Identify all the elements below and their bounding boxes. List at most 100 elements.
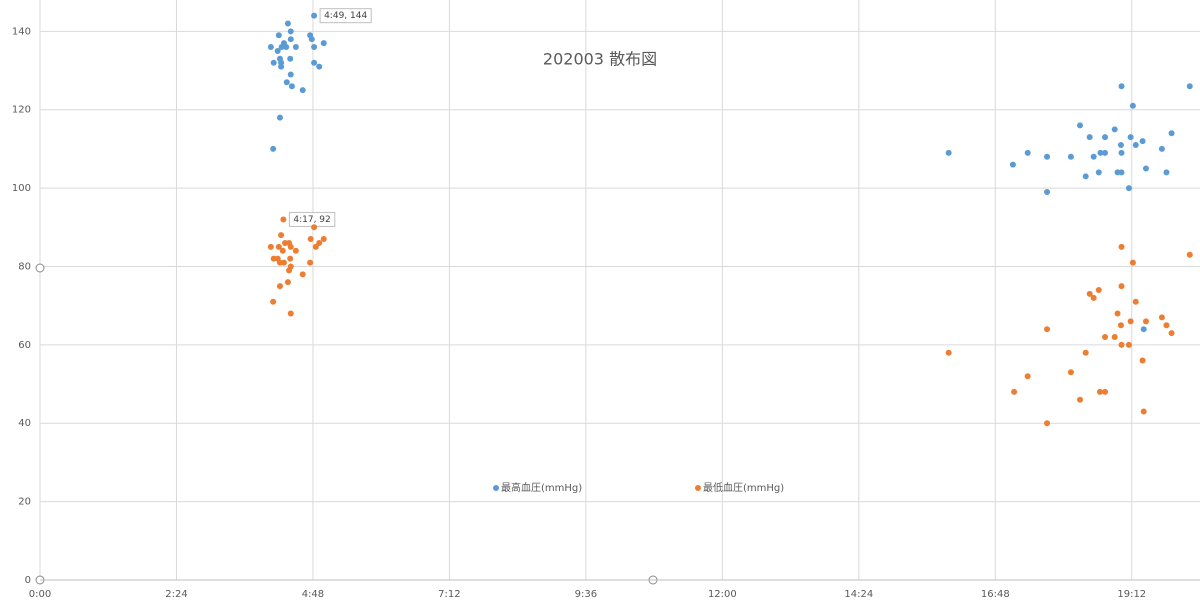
- point: [1168, 130, 1175, 137]
- point: [1140, 326, 1147, 333]
- y-tick-label: 40: [18, 418, 31, 429]
- point: [287, 243, 294, 250]
- point: [1086, 134, 1093, 141]
- x-tick-label: 9:36: [575, 589, 597, 600]
- point: [311, 224, 318, 231]
- point: [1095, 287, 1102, 293]
- point: [311, 44, 318, 51]
- point: [275, 32, 282, 39]
- point: [284, 279, 291, 286]
- point: [1118, 169, 1125, 176]
- point: [1082, 349, 1089, 356]
- point: [1142, 318, 1149, 325]
- point: [1111, 334, 1118, 341]
- point: [1186, 251, 1193, 258]
- point: [1009, 161, 1016, 168]
- point: [1111, 126, 1118, 133]
- point: [1118, 243, 1125, 250]
- point: [292, 44, 299, 51]
- point: [1090, 153, 1097, 160]
- point: [274, 47, 281, 54]
- point: [1139, 357, 1146, 364]
- data-label: 4:17, 92: [293, 215, 330, 225]
- grid: [39, 0, 1200, 581]
- point: [1024, 373, 1031, 380]
- point: [267, 44, 274, 51]
- point: [287, 36, 294, 43]
- point: [1044, 189, 1051, 196]
- point: [299, 271, 306, 278]
- point: [284, 20, 291, 27]
- point: [1044, 420, 1051, 427]
- point: [267, 243, 274, 250]
- point: [1096, 388, 1103, 395]
- point: [320, 236, 327, 243]
- point: [287, 28, 294, 35]
- y-tick-label: 100: [12, 183, 31, 194]
- point: [1140, 408, 1147, 415]
- point: [1118, 341, 1125, 348]
- point: [286, 267, 293, 274]
- point: [1097, 149, 1104, 156]
- resize-handle[interactable]: [35, 263, 45, 273]
- point: [287, 55, 294, 62]
- point: [276, 259, 283, 266]
- point: [1086, 290, 1093, 297]
- y-tick-label: 0: [25, 575, 31, 586]
- point: [1125, 341, 1132, 348]
- point: [1186, 83, 1193, 90]
- point: [945, 349, 952, 356]
- point: [1024, 149, 1031, 156]
- point: [312, 243, 319, 250]
- data-label: 4:49, 144: [324, 11, 367, 21]
- point: [320, 40, 327, 47]
- point: [1044, 153, 1051, 160]
- point: [278, 63, 285, 70]
- point: [1117, 322, 1124, 329]
- y-tick-label: 120: [12, 105, 31, 116]
- x-tick-label: 16:48: [981, 589, 1010, 600]
- y-tick-label: 80: [18, 261, 31, 272]
- y-tick-label: 60: [18, 340, 31, 351]
- point: [316, 239, 323, 246]
- point: [278, 44, 285, 51]
- point: [287, 310, 294, 317]
- x-tick-label: 14:24: [844, 589, 873, 600]
- point: [1077, 122, 1084, 129]
- legend-marker: [493, 485, 499, 491]
- point: [278, 232, 285, 239]
- point: [1129, 102, 1136, 109]
- point: [283, 44, 290, 51]
- point: [1102, 134, 1109, 141]
- point: [1118, 149, 1125, 156]
- legend-label: 最高血圧(mmHg): [501, 481, 582, 494]
- point: [299, 87, 306, 94]
- point: [1127, 318, 1134, 325]
- point: [1090, 294, 1097, 301]
- point: [1139, 138, 1146, 145]
- point: [292, 247, 299, 254]
- x-tick-label: 4:48: [302, 589, 324, 600]
- x-tick-label: 0:00: [29, 589, 51, 600]
- point: [1125, 185, 1132, 192]
- point: [1158, 314, 1165, 321]
- point: [270, 59, 277, 66]
- point: [945, 149, 952, 156]
- point: [1129, 259, 1136, 266]
- point: [316, 63, 323, 70]
- point: [1067, 153, 1074, 160]
- point: [1127, 134, 1134, 141]
- point: [1118, 283, 1125, 290]
- point: [1142, 165, 1149, 172]
- point: [287, 71, 294, 78]
- data-label-box: [319, 8, 372, 24]
- point: [1095, 169, 1102, 176]
- point: [276, 114, 283, 121]
- point: [1114, 310, 1121, 317]
- point: [1163, 169, 1170, 176]
- point: [1077, 396, 1084, 403]
- x-tick-label: 19:12: [1117, 589, 1146, 600]
- point: [1117, 142, 1124, 148]
- point: [276, 283, 283, 290]
- x-tick-label: 2:24: [165, 589, 187, 600]
